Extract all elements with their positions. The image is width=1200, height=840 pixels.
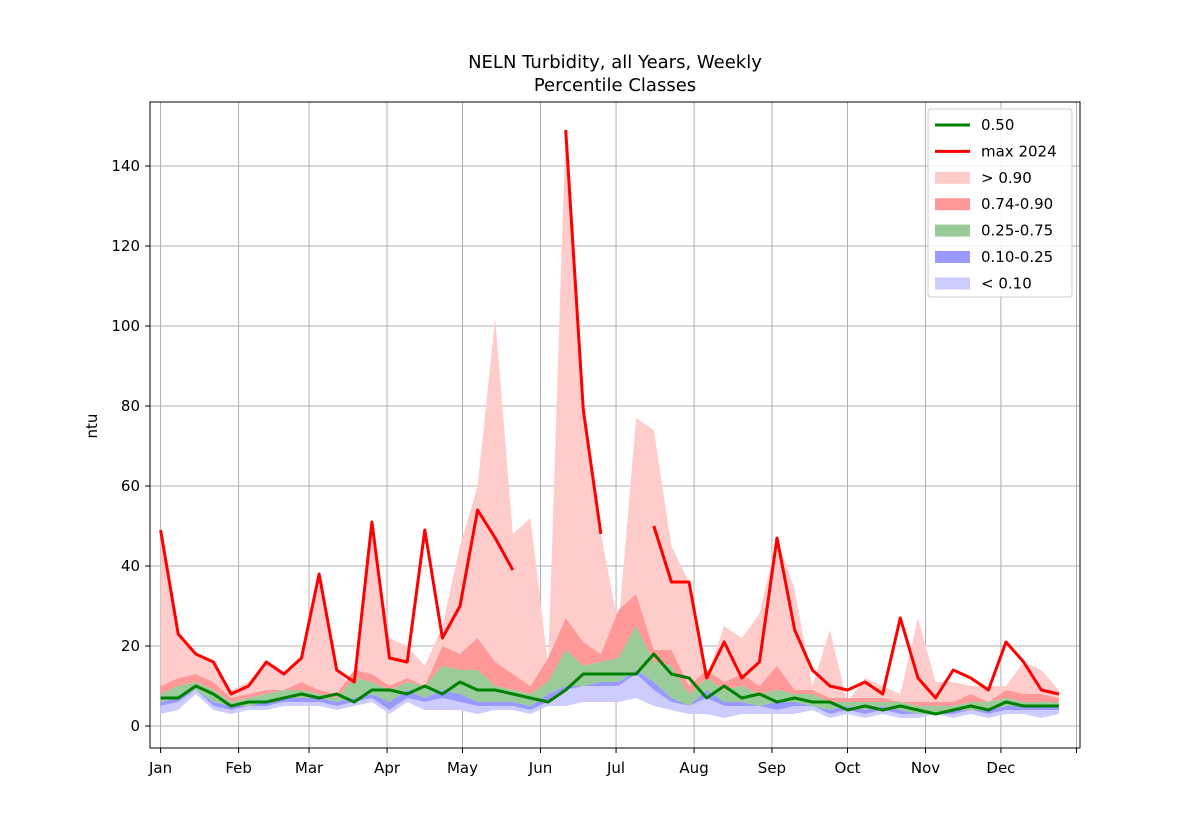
x-tick-label: Feb [225, 759, 252, 777]
y-tick-label: 40 [121, 557, 140, 575]
legend-label: < 0.10 [981, 274, 1032, 292]
legend-label: 0.10-0.25 [981, 248, 1053, 266]
y-tick-label: 120 [111, 237, 140, 255]
y-tick-label: 100 [111, 317, 140, 335]
x-tick-label: Jul [606, 759, 625, 777]
series-line-max-2024 [159, 129, 1060, 700]
plot-frame [149, 101, 1081, 749]
x-tick-label: Mar [295, 759, 324, 777]
axis-ticks: Jan Feb Mar Apr May Jun Jul Aug Sep Oct Nov Dec 0 20 4… [111, 157, 1077, 777]
legend-swatch-patch [935, 251, 970, 263]
y-axis-label: ntu [83, 414, 101, 439]
series-lines [159, 129, 1060, 716]
x-tick-label: May [447, 759, 478, 777]
y-tick-label: 140 [111, 157, 140, 175]
legend: 0.50 max 2024 > 0.90 0.74-0.90 0.25-0.75 0.10… [927, 108, 1073, 298]
chart-subtitle: Percentile Classes [534, 75, 696, 96]
x-tick-label: Jun [528, 759, 552, 777]
y-tick-label: 0 [130, 717, 140, 735]
x-tick-label: Nov [911, 759, 940, 777]
y-tick-label: 20 [121, 637, 140, 655]
band-10-25 [160, 670, 1059, 714]
band-above-90 [160, 126, 1059, 702]
y-tick-label: 60 [121, 477, 140, 495]
y-tick-label: 80 [121, 397, 140, 415]
legend-swatch-patch [935, 198, 970, 211]
legend-label: max 2024 [981, 142, 1057, 160]
legend-label: > 0.90 [981, 169, 1032, 187]
legend-label: 0.74-0.90 [981, 195, 1053, 213]
band-below-10 [160, 674, 1059, 718]
x-tick-label: Aug [679, 759, 708, 777]
legend-frame [927, 108, 1073, 298]
x-tick-label: Sep [758, 759, 786, 777]
legend-swatch-patch [935, 171, 970, 184]
x-tick-label: Jan [148, 759, 172, 777]
band-25-75 [160, 626, 1059, 714]
percentile-bands [160, 126, 1059, 718]
series-line-median [160, 652, 1059, 716]
band-74-90 [160, 594, 1059, 706]
x-tick-label: Apr [374, 759, 401, 777]
chart-title: NELN Turbidity, all Years, Weekly [468, 52, 762, 73]
legend-swatch-patch [935, 224, 970, 237]
legend-label: 0.25-0.75 [981, 222, 1053, 240]
x-tick-label: Oct [835, 759, 861, 777]
legend-label: 0.50 [981, 116, 1014, 134]
x-tick-label: Dec [986, 759, 1015, 777]
legend-swatch-patch [935, 277, 970, 290]
